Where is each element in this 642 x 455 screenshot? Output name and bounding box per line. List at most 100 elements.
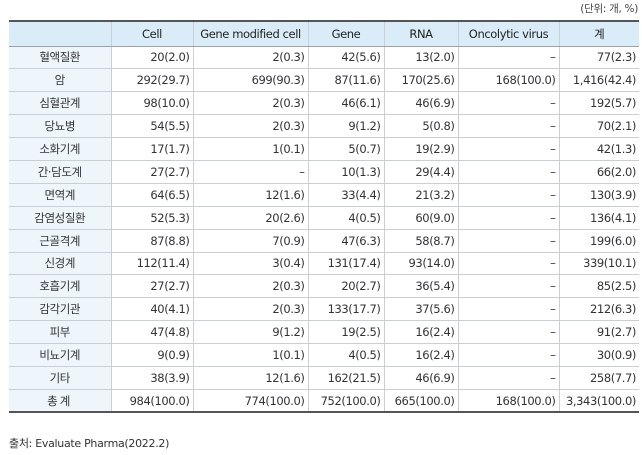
- table-cell: 665(100.0): [383, 389, 458, 414]
- table-cell: 40(4.1): [110, 297, 193, 322]
- table-cell: 130(3.9): [558, 183, 639, 207]
- table-cell: –: [457, 160, 559, 184]
- row-label: 비뇨기계: [9, 343, 111, 367]
- table-cell: 1(0.1): [192, 343, 308, 367]
- table-cell: 77(2.3): [558, 46, 639, 70]
- table-row: 비뇨기계 9(0.9) 1(0.1) 4(0.5) 16(2.4) –30(0.9): [9, 343, 639, 367]
- table-cell: 16(2.4): [383, 320, 458, 345]
- table-cell: 2(0.3): [192, 114, 308, 139]
- table-cell: –: [192, 160, 308, 184]
- table-cell: –: [457, 46, 559, 70]
- table-cell: –: [457, 297, 559, 322]
- table-cell: 64(6.5): [110, 183, 193, 207]
- table-row: 간·담도계 27(2.7) –10(1.3) 29(4.4) –66(2.0): [9, 160, 639, 184]
- table-cell: 93(14.0): [383, 252, 458, 276]
- table-row: 신경계 112(11.4) 3(0.4) 131(17.4) 93(14.0) –339(…: [9, 252, 639, 276]
- table-cell: 9(1.2): [192, 320, 308, 345]
- table-cell: 85(2.5): [558, 274, 639, 299]
- table-cell: –: [457, 183, 559, 207]
- unit-note: (단위: 개, %): [580, 3, 638, 15]
- header-cell: Cell: [110, 20, 193, 47]
- table-cell: 21(3.2): [383, 183, 458, 207]
- table-cell: 29(4.4): [383, 160, 458, 184]
- table-cell: 136(4.1): [558, 206, 639, 230]
- table-cell: 9(0.9): [110, 343, 193, 367]
- table-row: 피부 47(4.8) 9(1.2) 19(2.5) 16(2.4) –91(2.7): [9, 320, 639, 345]
- row-label: 기타: [9, 366, 111, 390]
- table-cell: 33(4.4): [307, 183, 384, 207]
- table-cell: 133(17.7): [307, 297, 384, 322]
- table-row: 면역계 64(6.5) 12(1.6) 33(4.4) 21(3.2) –130(3.9): [9, 183, 639, 207]
- table-cell: 87(8.8): [110, 229, 193, 253]
- table-cell: 47(6.3): [307, 229, 384, 253]
- table-cell: –: [457, 343, 559, 367]
- table-cell: 20(2.7): [307, 274, 384, 299]
- table-cell: 168(100.0): [457, 389, 559, 414]
- table-cell: 339(10.1): [558, 252, 639, 276]
- table-cell: 699(90.3): [192, 68, 308, 93]
- table-cell: 2(0.3): [192, 46, 308, 70]
- table-cell: 5(0.7): [307, 137, 384, 161]
- table-cell: 2(0.3): [192, 274, 308, 299]
- table-cell: –: [457, 229, 559, 253]
- header-cell: 계: [558, 20, 639, 47]
- table-cell: 19(2.9): [383, 137, 458, 161]
- table-row: 감염성질환 52(5.3) 20(2.6) 4(0.5) 60(9.0) –136(4.1…: [9, 206, 639, 230]
- table-cell: 58(8.7): [383, 229, 458, 253]
- table-cell: 37(5.6): [383, 297, 458, 322]
- table-cell: 212(6.3): [558, 297, 639, 322]
- table-cell: 91(2.7): [558, 320, 639, 345]
- table-cell: 12(1.6): [192, 183, 308, 207]
- table-row: 암 292(29.7) 699(90.3) 87(11.6) 170(25.6) 168(…: [9, 68, 639, 93]
- table-cell: 27(2.7): [110, 160, 193, 184]
- table-cell: 10(1.3): [307, 160, 384, 184]
- table-cell: 170(25.6): [383, 68, 458, 93]
- header-cell: [9, 20, 111, 47]
- table-cell: 20(2.6): [192, 206, 308, 230]
- row-label: 혈액질환: [9, 46, 111, 70]
- table-cell: 292(29.7): [110, 68, 193, 93]
- table-row: 혈액질환 20(2.0) 2(0.3) 42(5.6) 13(2.0) –77(2.3): [9, 46, 639, 70]
- table-cell: 2(0.3): [192, 297, 308, 322]
- table-cell: 46(6.9): [383, 91, 458, 116]
- table-cell: 752(100.0): [307, 389, 384, 414]
- table-cell: –: [457, 320, 559, 345]
- table-cell: –: [457, 206, 559, 230]
- table-cell: –: [457, 274, 559, 299]
- table-cell: 162(21.5): [307, 366, 384, 390]
- row-label: 피부: [9, 320, 111, 345]
- table-cell: –: [457, 252, 559, 276]
- data-table: Cell Gene modified cell Gene RNA Oncolyt…: [9, 20, 639, 414]
- table-cell: 19(2.5): [307, 320, 384, 345]
- source-note: 출처: Evaluate Pharma(2022.2): [9, 437, 170, 450]
- table-row: 소화기계 17(1.7) 1(0.1) 5(0.7) 19(2.9) –42(1.3): [9, 137, 639, 161]
- table-cell: 199(6.0): [558, 229, 639, 253]
- row-label: 감각기관: [9, 297, 111, 322]
- table-cell: –: [457, 91, 559, 116]
- total-row: 총계 984(100.0) 774(100.0) 752(100.0) 665(100.…: [9, 389, 639, 414]
- row-label: 당뇨병: [9, 114, 111, 139]
- table-cell: 42(1.3): [558, 137, 639, 161]
- table-cell: 3(0.4): [192, 252, 308, 276]
- row-label: 암: [9, 68, 111, 93]
- table-cell: 20(2.0): [110, 46, 193, 70]
- table-cell: 47(4.8): [110, 320, 193, 345]
- table-cell: 52(5.3): [110, 206, 193, 230]
- table-cell: 87(11.6): [307, 68, 384, 93]
- table-cell: –: [457, 137, 559, 161]
- row-label: 호흡기계: [9, 274, 111, 299]
- table-cell: 12(1.6): [192, 366, 308, 390]
- table-row: 호흡기계 27(2.7) 2(0.3) 20(2.7) 36(5.4) –85(2.5): [9, 274, 639, 299]
- table-cell: 38(3.9): [110, 366, 193, 390]
- table-cell: 131(17.4): [307, 252, 384, 276]
- table-cell: 5(0.8): [383, 114, 458, 139]
- table-cell: 98(10.0): [110, 91, 193, 116]
- row-label: 총계: [9, 389, 111, 414]
- table-cell: –: [457, 366, 559, 390]
- table-cell: 30(0.9): [558, 343, 639, 367]
- header-cell: RNA: [383, 20, 458, 47]
- table-row: 심혈관계 98(10.0) 2(0.3) 46(6.1) 46(6.9) –192(5.7…: [9, 91, 639, 116]
- table-cell: 60(9.0): [383, 206, 458, 230]
- table-cell: 7(0.9): [192, 229, 308, 253]
- table-cell: 46(6.1): [307, 91, 384, 116]
